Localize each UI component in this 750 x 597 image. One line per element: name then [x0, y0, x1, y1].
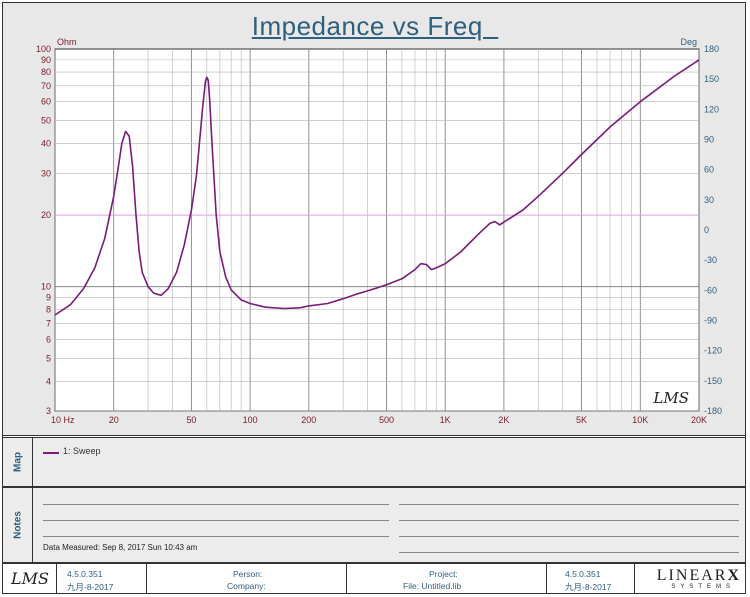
note-line [43, 504, 389, 505]
x-tick-label: 2K [498, 415, 509, 425]
impedance-chart: 1009080706050403020109876543180150120906… [36, 37, 722, 425]
map-side-label: Map [3, 438, 33, 486]
notes-side-label: Notes [3, 488, 33, 562]
y-tick-label: 5 [46, 353, 51, 363]
person-label: Person: [233, 569, 263, 579]
notes-label: Notes [12, 511, 23, 539]
plot-area [54, 48, 700, 412]
brand-linear: LINEAR [656, 567, 728, 584]
y-tick-label: 100 [36, 44, 51, 54]
footer-logo-cell: LMS [3, 564, 57, 593]
footer: LMS 4.5.0.351 九月-8-2017 Person: Company:… [2, 563, 746, 594]
x-tick-label: 20 [109, 415, 119, 425]
y-tick-label: 40 [41, 139, 51, 149]
chart-panel: Impedance vs Freq 100 90 80 70 60 50 40 30 20 10 9… [2, 2, 746, 436]
y-tick-label: 70 [41, 81, 51, 91]
y-tick-label: 60 [41, 97, 51, 107]
map-panel: Map 1: Sweep [2, 437, 746, 487]
footer-project-cell: Project: File: Untitled.lib [347, 564, 547, 593]
brand-x: X [727, 567, 741, 584]
legend-entry: 1: Sweep [63, 446, 101, 456]
y-tick-label: 8 [46, 305, 51, 315]
x-tick-label: 100 [243, 415, 258, 425]
y2-tick-label: 120 [704, 104, 719, 114]
y-tick-label: 3 [46, 406, 51, 416]
chart-title: Impedance vs Freq [251, 11, 499, 41]
y-tick-label: 30 [41, 168, 51, 178]
y2-tick-label: 90 [704, 135, 714, 145]
x-tick-label: 200 [301, 415, 316, 425]
note-line [43, 520, 389, 521]
note-line [399, 536, 739, 537]
company-label: Company: [227, 581, 266, 591]
y-tick-label: 10 [41, 282, 51, 292]
x-tick-label: 500 [379, 415, 394, 425]
footer-brand-cell: LINEARX SYSTEMS [635, 564, 745, 593]
footer-person-cell: Person: Company: [147, 564, 347, 593]
note-line [399, 520, 739, 521]
y2-tick-label: -90 [704, 316, 717, 326]
footer-version-cell-right: 4.5.0.351 九月-8-2017 [547, 564, 635, 593]
version-left: 4.5.0.351 [67, 569, 103, 579]
right-unit-label: Deg [680, 37, 697, 47]
file-label: File: Untitled.lib [403, 581, 462, 591]
y-tick-label: 6 [46, 334, 51, 344]
y2-tick-label: 180 [704, 44, 719, 54]
x-tick-label: 50 [186, 415, 196, 425]
footer-version-cell: 4.5.0.351 九月-8-2017 [57, 564, 147, 593]
y2-tick-label: 150 [704, 74, 719, 84]
y-tick-label: 80 [41, 67, 51, 77]
y-tick-label: 9 [46, 293, 51, 303]
y2-tick-label: -30 [704, 255, 717, 265]
y2-tick-label: -180 [704, 406, 722, 416]
y2-tick-label: -150 [704, 376, 722, 386]
y-tick-label: 90 [41, 55, 51, 65]
y2-tick-label: -60 [704, 285, 717, 295]
lms-logo: LMS [11, 569, 49, 588]
map-label: Map [12, 452, 23, 472]
y2-tick-label: 30 [704, 195, 714, 205]
x-tick-label: 1K [440, 415, 451, 425]
x-tick-label: 10K [632, 415, 648, 425]
y2-tick-label: 0 [704, 225, 709, 235]
y-tick-label: 20 [41, 210, 51, 220]
date-left: 九月-8-2017 [67, 582, 114, 592]
version-right: 4.5.0.351 [565, 569, 601, 579]
notes-panel: Notes Data Measured: Sep 8, 2017 Sun 10:… [2, 487, 746, 563]
x-tick-label: 20K [691, 415, 707, 425]
linearx-logo: LINEARX [657, 567, 741, 585]
y-tick-label: 7 [46, 319, 51, 329]
project-label: Project: [429, 569, 458, 579]
legend-swatch [43, 452, 59, 454]
note-line [399, 504, 739, 505]
y-tick-label: 50 [41, 116, 51, 126]
chart-lms-logo: LMS [652, 389, 689, 407]
left-unit-label: Ohm [57, 37, 77, 47]
y2-tick-label: 60 [704, 165, 714, 175]
brand-systems: SYSTEMS [671, 584, 735, 590]
y2-tick-label: -120 [704, 346, 722, 356]
x-tick-label: 10 Hz [51, 415, 75, 425]
x-tick-label: 5K [576, 415, 587, 425]
note-line [43, 536, 389, 537]
y-tick-label: 4 [46, 376, 51, 386]
note-line [399, 552, 739, 553]
series-line-sweep [54, 59, 700, 316]
date-right: 九月-8-2017 [565, 582, 612, 592]
data-measured: Data Measured: Sep 8, 2017 Sun 10:43 am [43, 543, 198, 552]
